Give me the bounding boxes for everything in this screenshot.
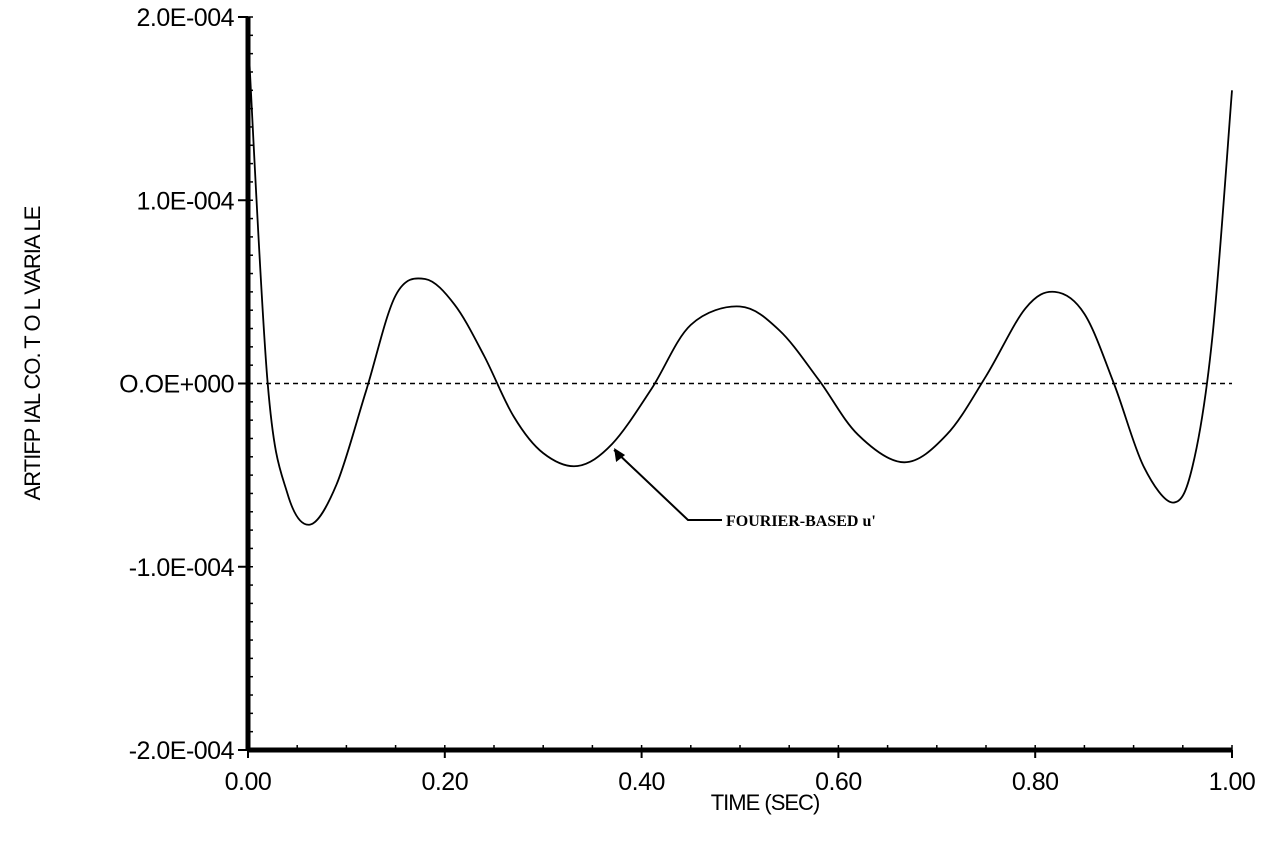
- x-tick-label: 0.60: [815, 768, 862, 796]
- series-line-fourier: [247, 35, 1233, 526]
- annotation-label: FOURIER-BASED u': [726, 513, 876, 530]
- x-tick-label: 0.40: [618, 768, 665, 796]
- x-tick-label: 1.00: [1209, 768, 1256, 796]
- x-tick-label: 0.00: [225, 768, 272, 796]
- x-axis-label: TIME (SEC): [711, 790, 820, 815]
- x-ticks: 0.00 0.20 0.40 0.60 0.80 1.00: [225, 750, 1256, 796]
- annotation-leader-line: [613, 449, 722, 521]
- y-axis-label: ARTIFP IAL CO. T O L VARIA LE: [20, 206, 45, 500]
- series-layer: [247, 35, 1233, 526]
- y-tick-label: 2.0E-004: [137, 4, 235, 32]
- y-tick-label: -2.0E-004: [129, 737, 235, 765]
- y-ticks: 2.0E-004 1.0E-004 O.OE+000 -1.0E-004 -2.0E-0…: [119, 4, 248, 765]
- x-tick-label: 0.20: [421, 768, 468, 796]
- x-tick-label: 0.80: [1012, 768, 1059, 796]
- y-tick-label: -1.0E-004: [129, 554, 235, 582]
- y-tick-label: 1.0E-004: [137, 187, 235, 215]
- annotation-arrowhead: [614, 447, 626, 462]
- annotation-layer: FOURIER-BASED u': [613, 447, 876, 530]
- y-tick-label: O.OE+000: [119, 371, 234, 399]
